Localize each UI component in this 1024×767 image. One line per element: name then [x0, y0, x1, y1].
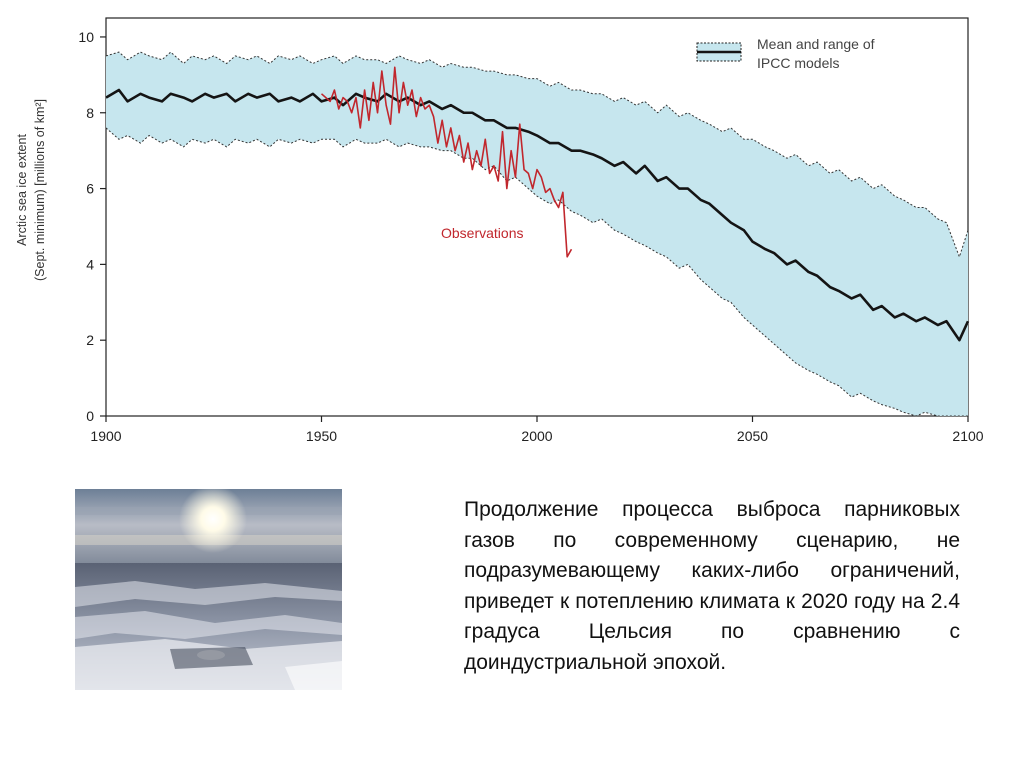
model-mean-line — [105, 88, 970, 342]
observations-line — [320, 66, 573, 258]
y-tick-label: 8 — [86, 105, 94, 121]
y-axis-title: Arctic sea ice extent (Sept. minimum) [m… — [15, 99, 47, 281]
x-tick-label: 1900 — [90, 428, 121, 444]
y-tick-label: 2 — [86, 332, 94, 348]
y-tick-label: 10 — [78, 29, 94, 45]
x-tick-label: 1950 — [306, 428, 337, 444]
sea-ice-chart: 1900 1950 2000 2050 2100 0 2 4 6 8 10 Mean and ran… — [15, 17, 984, 444]
range-lower-line — [105, 127, 968, 417]
model-range-fill — [106, 52, 968, 416]
legend-label-1: Mean and range of — [757, 36, 875, 52]
model-range-band — [106, 52, 968, 416]
x-tick-label: 2100 — [952, 428, 983, 444]
y-axis-title-line2: (Sept. minimum) [millions of km²] — [33, 99, 47, 281]
legend: Mean and range of IPCC models — [696, 36, 875, 71]
y-tick-label: 4 — [86, 256, 94, 272]
x-tick-label: 2050 — [737, 428, 768, 444]
series-lines — [105, 51, 970, 417]
caption-text: Продолжение процесса выброса парниковых … — [464, 498, 960, 674]
sea-ice-photo — [75, 489, 342, 690]
y-tick-label: 6 — [86, 181, 94, 197]
y-tick-label: 0 — [86, 408, 94, 424]
axes: 1900 1950 2000 2050 2100 0 2 4 6 8 10 — [78, 29, 983, 444]
chart-svg: 1900 1950 2000 2050 2100 0 2 4 6 8 10 Mean and ran… — [15, 17, 984, 444]
legend-label-2: IPCC models — [757, 55, 839, 71]
x-tick-label: 2000 — [521, 428, 552, 444]
sea-ice-photo-image — [75, 489, 342, 690]
y-axis-title-line1: Arctic sea ice extent — [15, 134, 29, 246]
range-upper-line — [105, 51, 969, 259]
observations-annotation: Observations — [441, 225, 523, 241]
